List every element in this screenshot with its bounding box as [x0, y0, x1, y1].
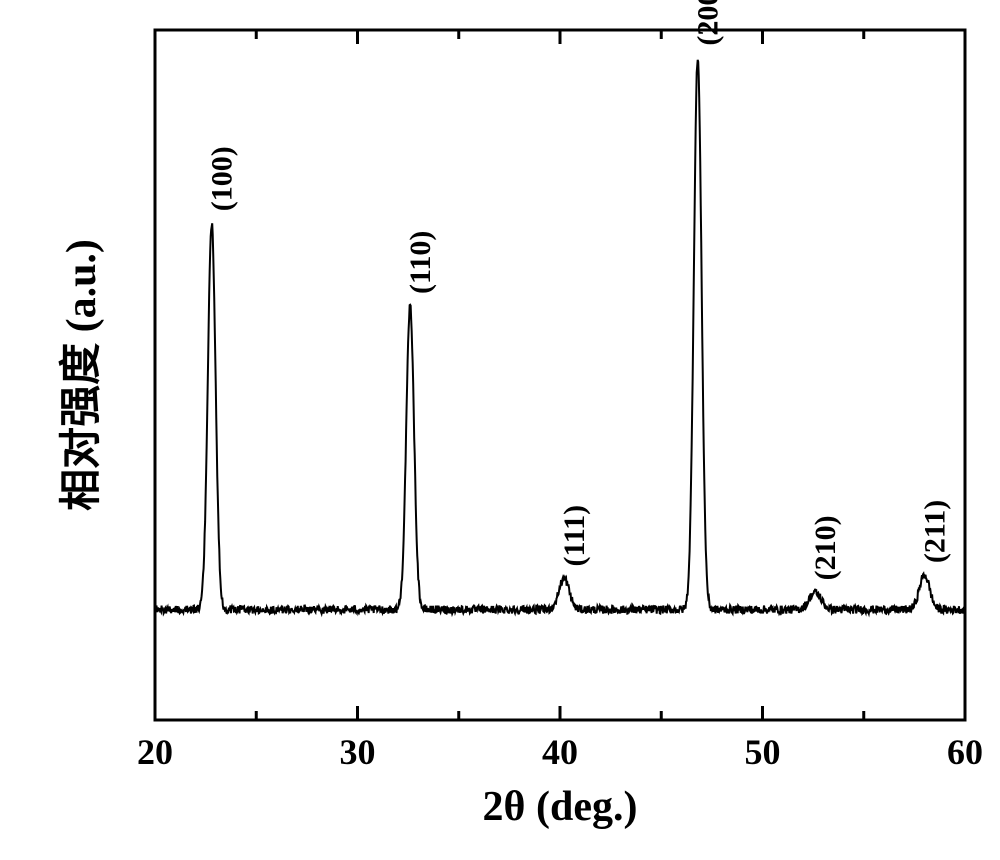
peak-label-group: (211) — [919, 500, 952, 563]
peak-label: (211) — [919, 500, 952, 563]
peak-label-group: (200) — [692, 0, 725, 46]
x-tick-label: 20 — [137, 732, 173, 772]
peak-label: (111) — [558, 505, 591, 567]
xrd-chart: 20 30 40 50 60 2θ (deg.) 相对强度 (a.u.) (100) (110)… — [0, 0, 1000, 860]
peak-label: (110) — [404, 231, 437, 294]
x-tick-label: 40 — [542, 732, 578, 772]
peak-label: (100) — [206, 146, 239, 211]
peak-label: (210) — [809, 515, 842, 580]
x-tick-label: 60 — [947, 732, 983, 772]
peak-label: (200) — [692, 0, 725, 46]
x-axis-label: 2θ (deg.) — [483, 784, 638, 830]
peak-label-group: (110) — [404, 231, 437, 294]
peak-label-group: (100) — [206, 146, 239, 211]
x-tick-label: 50 — [745, 732, 781, 772]
xrd-svg: 20 30 40 50 60 2θ (deg.) 相对强度 (a.u.) (100) (110)… — [0, 0, 1000, 860]
x-tick-label: 30 — [340, 732, 376, 772]
y-axis-label-group: 相对强度 (a.u.) — [58, 239, 105, 511]
peak-label-group: (111) — [558, 505, 591, 567]
y-axis-label: 相对强度 (a.u.) — [58, 239, 105, 511]
peak-label-group: (210) — [809, 515, 842, 580]
